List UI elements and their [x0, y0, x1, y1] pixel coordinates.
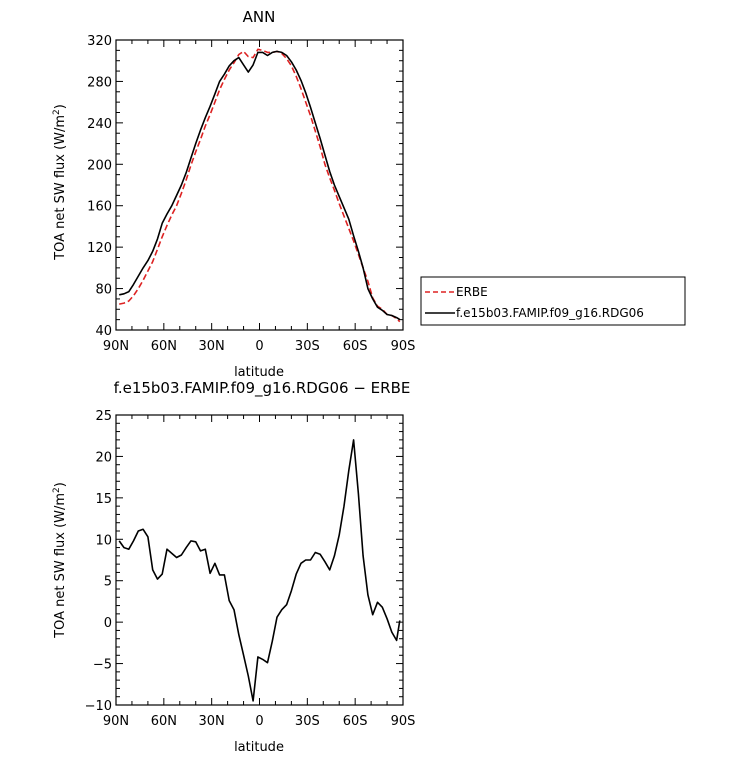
top-x-tick-label: 90N	[103, 339, 129, 354]
bottom-series-line-0	[118, 439, 401, 702]
bottom-plot-frame	[115, 414, 404, 706]
bottom-y-tick-label: 5	[104, 575, 112, 590]
bottom-y-axis-title-sup: 2	[52, 487, 62, 493]
top-panel: ANN 90N 60N 30N 0 30S 60S 90S 40 80 120 160 200 240 2…	[52, 8, 415, 380]
bottom-y-tick-label: −10	[85, 699, 112, 714]
bottom-x-tick-label: 90S	[391, 714, 416, 729]
top-x-tick-label: 90S	[391, 339, 416, 354]
bottom-x-tick-label: 60S	[343, 714, 368, 729]
bottom-x-tick-label: 30N	[199, 714, 225, 729]
bottom-y-tick-label: 10	[95, 533, 112, 548]
bottom-y-tick-label: 15	[95, 492, 112, 507]
bottom-y-axis-title: TOA net SW flux (W/m2)	[52, 482, 68, 639]
bottom-plot-area: 90N 60N 30N 0 30S 60S 90S −10 −5 0 5 10 15 20 25	[85, 409, 416, 729]
top-x-tick-label: 60N	[151, 339, 177, 354]
bottom-y-axis-title-main: TOA net SW flux (W/m	[53, 493, 68, 639]
top-plot-area: 90N 60N 30N 0 30S 60S 90S 40 80 120 160 200 240 280 32…	[87, 34, 415, 354]
top-x-tick-label: 0	[255, 339, 263, 354]
top-y-tick-label: 280	[87, 75, 112, 90]
bottom-x-tick-label: 30S	[295, 714, 320, 729]
bottom-panel: f.e15b03.FAMIP.f09_g16.RDG06 − ERBE 90N 6…	[52, 379, 415, 755]
legend-box	[420, 276, 686, 326]
top-series-line-0	[119, 48, 401, 323]
legend-label-erbe: ERBE	[456, 285, 488, 299]
legend: ERBE f.e15b03.FAMIP.f09_g16.RDG06	[420, 276, 686, 326]
top-x-tick-label: 30N	[199, 339, 225, 354]
top-x-axis-title: latitude	[234, 365, 284, 380]
top-y-axis-title-end: )	[53, 104, 68, 109]
top-y-tick-label: 120	[87, 241, 112, 256]
bottom-x-axis-title: latitude	[234, 740, 284, 755]
top-y-axis-title-sup: 2	[52, 109, 62, 115]
bottom-y-tick-label: 25	[95, 409, 112, 424]
bottom-x-tick-label: 0	[255, 714, 263, 729]
top-y-tick-label: 80	[95, 283, 112, 298]
bottom-x-tick-label: 60N	[151, 714, 177, 729]
top-y-axis-title-main: TOA net SW flux (W/m	[53, 115, 68, 261]
top-series-line-1	[119, 50, 401, 321]
top-x-tick-label: 30S	[295, 339, 320, 354]
top-chart-title: ANN	[243, 8, 276, 26]
top-x-tick-label: 60S	[343, 339, 368, 354]
top-y-tick-label: 40	[95, 324, 112, 339]
bottom-y-axis-title-end: )	[53, 482, 68, 487]
top-y-tick-label: 240	[87, 117, 112, 132]
bottom-chart-title: f.e15b03.FAMIP.f09_g16.RDG06 − ERBE	[114, 379, 411, 398]
top-plot-frame	[115, 39, 404, 331]
bottom-y-tick-label: 20	[95, 450, 112, 465]
top-y-tick-label: 200	[87, 158, 112, 173]
legend-label-model: f.e15b03.FAMIP.f09_g16.RDG06	[456, 306, 644, 320]
bottom-x-tick-label: 90N	[103, 714, 129, 729]
top-y-tick-label: 320	[87, 34, 112, 49]
bottom-y-tick-label: −5	[93, 658, 112, 673]
top-y-axis-title: TOA net SW flux (W/m2)	[52, 104, 68, 261]
top-y-tick-label: 160	[87, 200, 112, 215]
bottom-y-tick-label: 0	[104, 616, 112, 631]
